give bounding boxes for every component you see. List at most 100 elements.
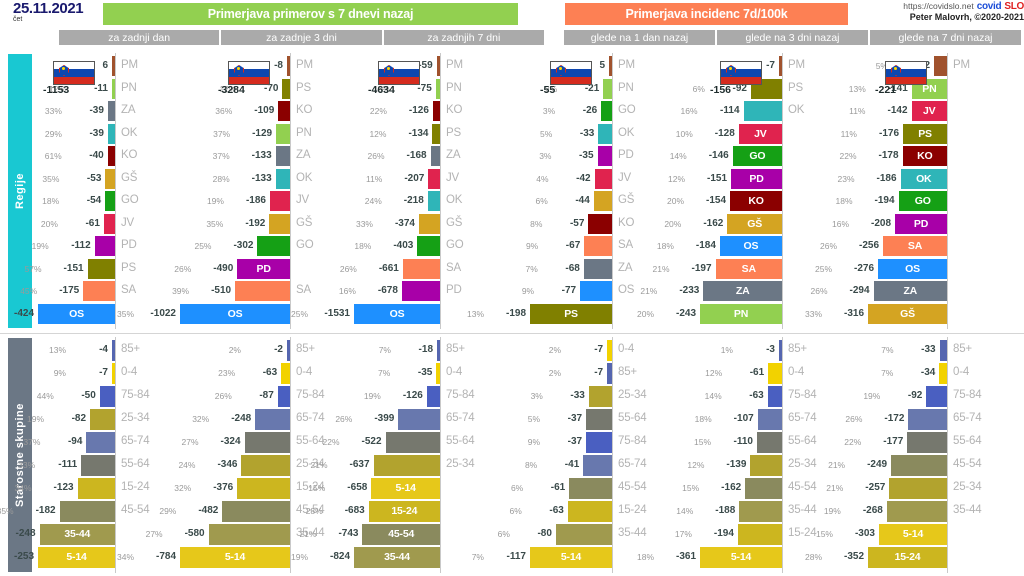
bar-15-24[interactable]: 15-24	[868, 547, 947, 568]
bar-35-44[interactable]: 35-44	[354, 547, 440, 568]
bar-PD[interactable]	[401, 281, 440, 301]
bar-OK[interactable]	[107, 123, 115, 144]
bar-OK[interactable]	[427, 191, 440, 211]
bar-55-64[interactable]	[81, 455, 115, 476]
bar-PD[interactable]: PD	[237, 258, 290, 279]
bar-0-4[interactable]	[281, 363, 290, 384]
bar-GO[interactable]	[257, 236, 290, 256]
bar-GŠ[interactable]: GŠ	[727, 213, 782, 234]
bar-35-44[interactable]	[886, 501, 947, 522]
bar-5-14[interactable]: 5-14	[878, 524, 947, 545]
bar-JV[interactable]	[269, 191, 290, 211]
bar-KO[interactable]	[107, 146, 115, 166]
bar-ZA[interactable]	[107, 101, 115, 121]
bar-PS[interactable]	[432, 123, 440, 144]
bar-OS[interactable]: OS	[354, 303, 440, 324]
bar-PS[interactable]	[282, 78, 290, 99]
bar-65-74[interactable]	[255, 409, 290, 430]
bar-OK[interactable]	[275, 168, 290, 189]
bar-PN[interactable]: PN	[700, 303, 782, 324]
bar-GŠ[interactable]	[418, 213, 440, 234]
bar-5-14[interactable]: 5-14	[38, 547, 115, 568]
bar-ZA[interactable]: ZA	[873, 281, 947, 301]
bar-PD[interactable]: PD	[731, 168, 782, 189]
bar-5-14[interactable]: 5-14	[530, 547, 612, 568]
bar-25-34[interactable]	[889, 478, 947, 499]
bar-75-84[interactable]	[926, 386, 947, 407]
bar-35-44[interactable]	[555, 524, 612, 545]
bar-65-74[interactable]	[757, 409, 782, 430]
bar-SA[interactable]	[83, 281, 115, 301]
bar-65-74[interactable]	[583, 455, 612, 476]
bar-KO[interactable]: KO	[730, 191, 782, 211]
bar-75-84[interactable]	[426, 386, 440, 407]
bar-55-64[interactable]	[586, 409, 612, 430]
tab-5[interactable]: glede na 3 dni nazaj	[716, 29, 869, 46]
bar-45-54[interactable]	[891, 455, 947, 476]
bar-GŠ[interactable]: GŠ	[868, 303, 947, 324]
bar-PM[interactable]	[609, 56, 612, 76]
credit-url[interactable]: https://covidslo.net	[903, 1, 974, 11]
bar-OK[interactable]	[598, 123, 612, 144]
bar-PN[interactable]	[276, 123, 290, 144]
bar-55-64[interactable]	[385, 432, 440, 453]
bar-JV[interactable]: JV	[911, 101, 947, 121]
bar-PS[interactable]: PS	[903, 123, 947, 144]
bar-PM[interactable]	[779, 56, 782, 76]
bar-0-4[interactable]	[768, 363, 782, 384]
bar-65-74[interactable]	[398, 409, 440, 430]
bar-45-54[interactable]	[59, 501, 115, 522]
bar-GO[interactable]	[105, 191, 115, 211]
bar-75-84[interactable]	[99, 386, 115, 407]
bar-0-4[interactable]	[436, 363, 440, 384]
bar-GŠ[interactable]	[269, 213, 290, 234]
bar-55-64[interactable]	[244, 432, 290, 453]
bar-OS[interactable]: OS	[878, 258, 947, 279]
bar-85+[interactable]	[939, 340, 947, 361]
bar-KO[interactable]: KO	[902, 146, 947, 166]
bar-35-44[interactable]	[739, 501, 782, 522]
bar-35-44[interactable]	[208, 524, 290, 545]
bar-OS[interactable]: OS	[180, 303, 290, 324]
bar-JV[interactable]	[594, 168, 612, 189]
bar-85+[interactable]	[112, 340, 115, 361]
bar-OS[interactable]	[580, 281, 612, 301]
bar-15-24[interactable]	[567, 501, 612, 522]
bar-85+[interactable]	[779, 340, 782, 361]
tab-4[interactable]: glede na 1 dan nazaj	[563, 29, 716, 46]
bar-SA[interactable]: SA	[883, 236, 947, 256]
bar-JV[interactable]	[103, 213, 115, 234]
bar-ZA[interactable]: ZA	[703, 281, 782, 301]
bar-65-74[interactable]	[908, 409, 947, 430]
bar-KO[interactable]	[588, 213, 612, 234]
bar-PS[interactable]	[87, 258, 115, 279]
bar-PD[interactable]	[597, 146, 612, 166]
bar-GŠ[interactable]	[593, 191, 612, 211]
bar-35-44[interactable]: 35-44	[39, 524, 115, 545]
bar-75-84[interactable]	[277, 386, 290, 407]
bar-45-54[interactable]	[569, 478, 612, 499]
bar-45-54[interactable]	[222, 501, 290, 522]
bar-KO[interactable]	[432, 101, 440, 121]
bar-OS[interactable]: OS	[719, 236, 782, 256]
bar-PD[interactable]: PD	[895, 213, 947, 234]
bar-15-24[interactable]	[237, 478, 290, 499]
bar-0-4[interactable]	[939, 363, 947, 384]
bar-5-14[interactable]: 5-14	[700, 547, 782, 568]
bar-25-34[interactable]	[750, 455, 782, 476]
tab-3[interactable]: za zadnjih 7 dni	[382, 29, 545, 46]
bar-0-4[interactable]	[112, 363, 115, 384]
bar-25-34[interactable]	[373, 455, 440, 476]
bar-PD[interactable]	[94, 236, 115, 256]
bar-OK[interactable]: OK	[900, 168, 947, 189]
bar-SA[interactable]	[235, 281, 290, 301]
tab-6[interactable]: glede na 7 dni nazaj	[869, 29, 1022, 46]
bar-75-84[interactable]	[586, 432, 612, 453]
bar-PM[interactable]	[287, 56, 290, 76]
bar-5-14[interactable]: 5-14	[180, 547, 290, 568]
bar-PM[interactable]	[934, 56, 947, 76]
bar-0-4[interactable]	[607, 340, 612, 361]
bar-PM[interactable]	[112, 56, 115, 76]
bar-JV[interactable]	[428, 168, 440, 189]
bar-85+[interactable]	[287, 340, 290, 361]
